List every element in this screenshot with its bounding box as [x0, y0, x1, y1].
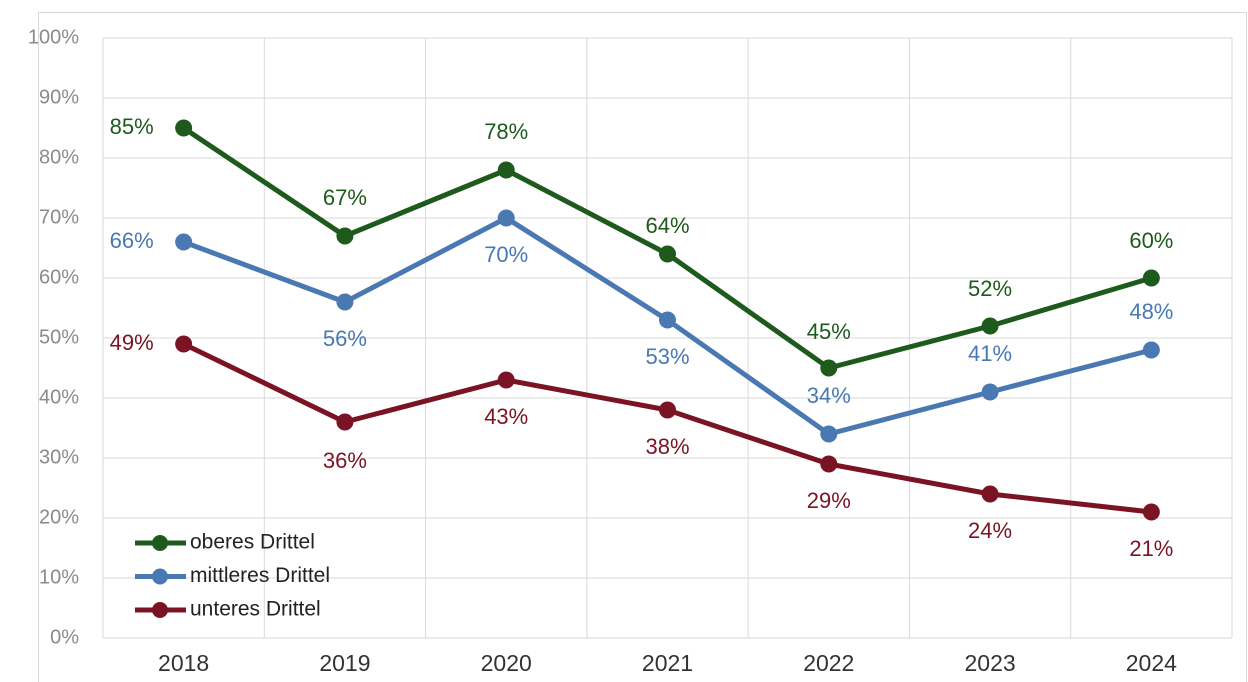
data-point — [175, 335, 193, 353]
y-tick-label: 10% — [39, 566, 79, 588]
data-point — [497, 161, 515, 179]
data-point — [336, 293, 354, 311]
x-tick-label: 2018 — [158, 650, 209, 676]
data-point — [497, 209, 515, 227]
x-tick-label: 2021 — [642, 650, 693, 676]
data-point — [497, 371, 515, 389]
data-point — [820, 455, 838, 473]
data-label: 85% — [110, 114, 154, 139]
data-label: 49% — [110, 330, 154, 355]
series-line — [182, 341, 1152, 515]
legend-label: unteres Drittel — [190, 598, 321, 621]
y-tick-label: 90% — [39, 86, 79, 108]
data-point — [820, 425, 838, 443]
data-point — [659, 245, 676, 263]
data-label: 70% — [484, 242, 528, 267]
data-point — [1142, 503, 1160, 521]
data-label: 45% — [807, 319, 851, 344]
data-point — [981, 485, 999, 503]
y-tick-label: 80% — [39, 146, 79, 168]
data-label: 43% — [484, 404, 528, 429]
data-point — [336, 413, 354, 431]
y-tick-label: 70% — [39, 206, 79, 228]
data-label: 60% — [1129, 228, 1173, 253]
data-point — [659, 401, 676, 419]
legend-marker — [152, 535, 168, 551]
y-tick-label: 30% — [39, 446, 79, 468]
legend-marker — [152, 568, 168, 585]
data-label: 52% — [968, 276, 1012, 301]
data-point — [1142, 341, 1160, 359]
x-tick-label: 2019 — [319, 650, 370, 676]
chart-frame — [38, 12, 1247, 682]
y-tick-label: 100% — [28, 26, 79, 48]
data-label: 38% — [645, 434, 689, 459]
legend-marker — [152, 602, 168, 618]
y-tick-label: 40% — [39, 386, 79, 408]
x-tick-label: 2023 — [964, 650, 1015, 676]
data-point — [336, 227, 354, 245]
data-label: 34% — [807, 383, 851, 408]
y-tick-label: 20% — [39, 506, 79, 528]
data-label: 21% — [1129, 536, 1173, 561]
data-label: 36% — [323, 448, 367, 473]
x-tick-label: 2024 — [1126, 650, 1177, 676]
y-tick-label: 50% — [39, 326, 79, 348]
data-label: 64% — [645, 213, 689, 238]
data-label: 56% — [323, 326, 367, 351]
x-tick-label: 2022 — [803, 650, 854, 676]
data-label: 24% — [968, 518, 1012, 543]
data-point — [981, 317, 999, 335]
y-tick-label: 0% — [50, 626, 79, 648]
data-label: 48% — [1129, 299, 1173, 324]
data-label: 67% — [323, 185, 367, 210]
data-label: 66% — [110, 228, 154, 253]
data-label: 41% — [968, 341, 1012, 366]
legend-label: mittleres Drittel — [190, 564, 330, 587]
data-point — [820, 359, 838, 377]
data-label: 78% — [484, 119, 528, 144]
x-tick-label: 2020 — [481, 650, 532, 676]
data-label: 53% — [645, 344, 689, 369]
y-tick-label: 60% — [39, 266, 79, 288]
data-label: 29% — [807, 488, 851, 513]
legend-label: oberes Drittel — [190, 531, 315, 554]
data-point — [175, 119, 193, 137]
data-point — [175, 233, 193, 251]
data-point — [981, 383, 999, 401]
data-point — [659, 311, 676, 329]
data-point — [1142, 269, 1160, 287]
